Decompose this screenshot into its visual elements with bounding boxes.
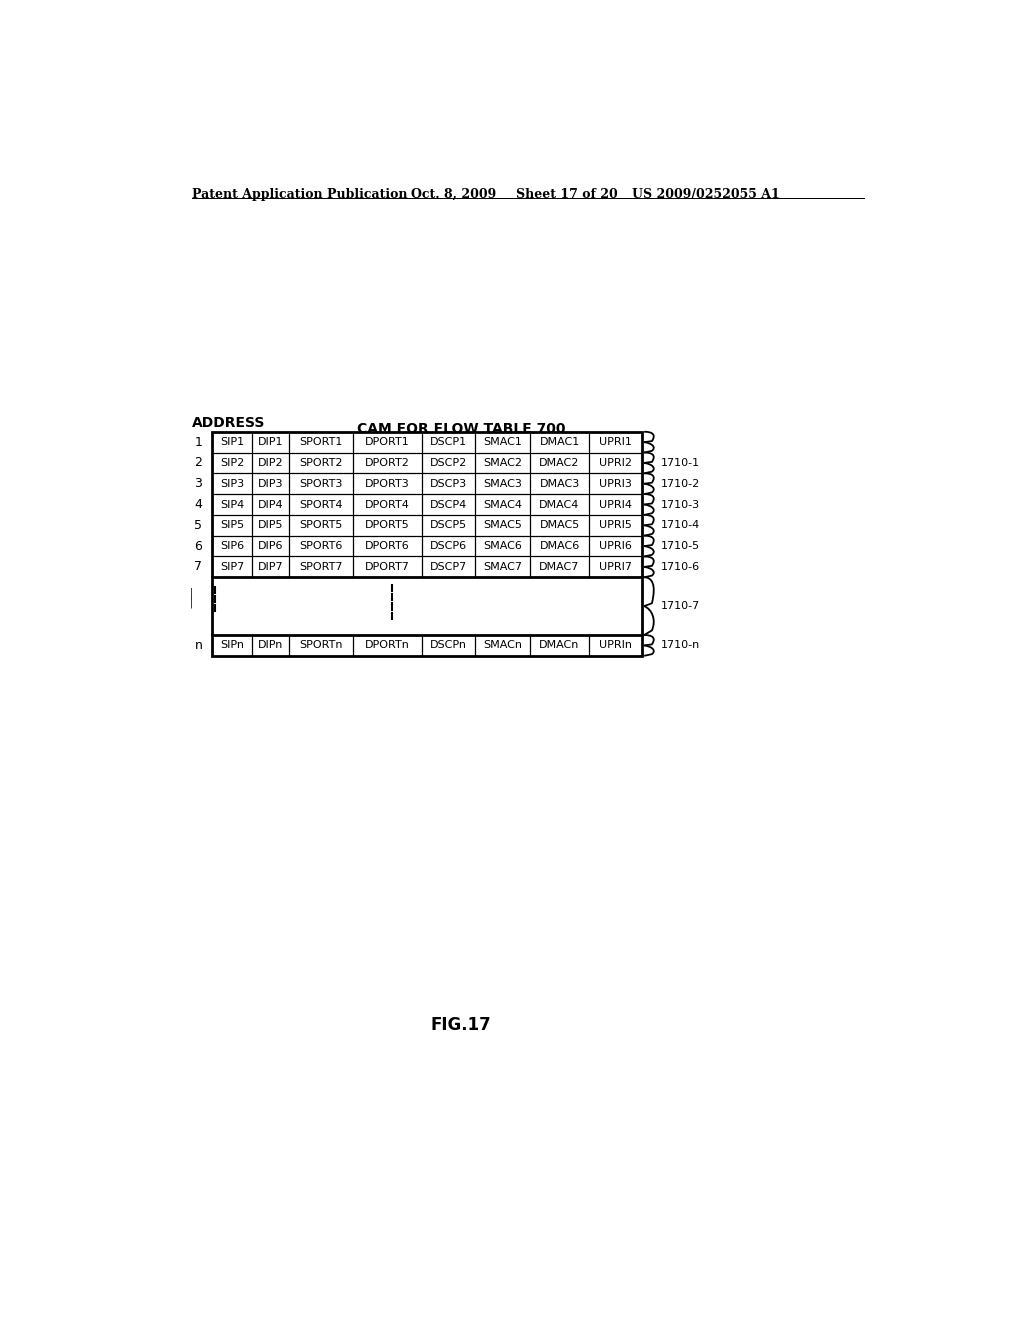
Text: DPORT2: DPORT2 — [365, 458, 410, 467]
Text: SMAC3: SMAC3 — [483, 479, 522, 488]
Text: DIP5: DIP5 — [258, 520, 284, 531]
Text: Sheet 17 of 20: Sheet 17 of 20 — [515, 187, 617, 201]
Text: SPORT1: SPORT1 — [299, 437, 343, 447]
Text: DSCP5: DSCP5 — [430, 520, 467, 531]
Text: DIP7: DIP7 — [258, 562, 284, 572]
Text: SIP5: SIP5 — [220, 520, 244, 531]
Text: SMAC5: SMAC5 — [483, 520, 522, 531]
Text: DPORTn: DPORTn — [365, 640, 410, 651]
Text: DPORT3: DPORT3 — [366, 479, 410, 488]
Text: SIP7: SIP7 — [220, 562, 244, 572]
Text: SMAC7: SMAC7 — [483, 562, 522, 572]
Text: Patent Application Publication: Patent Application Publication — [191, 187, 408, 201]
Text: SPORT7: SPORT7 — [299, 562, 343, 572]
Text: UPRI2: UPRI2 — [599, 458, 632, 467]
Text: DIPn: DIPn — [258, 640, 284, 651]
Text: DMAC5: DMAC5 — [540, 520, 580, 531]
Text: n: n — [195, 639, 203, 652]
Text: 1710-5: 1710-5 — [662, 541, 700, 550]
Text: DPORT4: DPORT4 — [365, 499, 410, 510]
Text: SPORT2: SPORT2 — [299, 458, 343, 467]
Text: SMAC4: SMAC4 — [483, 499, 522, 510]
Text: 1710-n: 1710-n — [662, 640, 700, 651]
Text: DMAC7: DMAC7 — [540, 562, 580, 572]
Text: 3: 3 — [195, 478, 203, 490]
Text: UPRI7: UPRI7 — [599, 562, 632, 572]
Text: 1: 1 — [195, 436, 203, 449]
Text: 6: 6 — [195, 540, 203, 553]
Text: 1710-3: 1710-3 — [662, 499, 700, 510]
Text: UPRIn: UPRIn — [599, 640, 632, 651]
Text: DIP1: DIP1 — [258, 437, 284, 447]
Text: DMAC3: DMAC3 — [540, 479, 580, 488]
Text: DPORT5: DPORT5 — [366, 520, 410, 531]
Text: UPRI6: UPRI6 — [599, 541, 632, 550]
Text: DIP3: DIP3 — [258, 479, 284, 488]
Text: |: | — [189, 598, 194, 607]
Text: SPORT6: SPORT6 — [299, 541, 343, 550]
Text: 1710-4: 1710-4 — [662, 520, 700, 531]
Text: SMAC1: SMAC1 — [483, 437, 522, 447]
Text: CAM FOR FLOW TABLE 700: CAM FOR FLOW TABLE 700 — [357, 422, 565, 436]
Text: DMAC6: DMAC6 — [540, 541, 580, 550]
Text: SMACn: SMACn — [483, 640, 522, 651]
Text: 5: 5 — [195, 519, 203, 532]
Text: SIP2: SIP2 — [220, 458, 244, 467]
Text: DIP2: DIP2 — [258, 458, 284, 467]
Text: FIG.17: FIG.17 — [431, 1015, 492, 1034]
Text: UPRI3: UPRI3 — [599, 479, 632, 488]
Text: 1710-6: 1710-6 — [662, 562, 700, 572]
Text: SIPn: SIPn — [220, 640, 244, 651]
Text: SPORTn: SPORTn — [299, 640, 343, 651]
Text: 4: 4 — [195, 498, 203, 511]
Text: SMAC2: SMAC2 — [483, 458, 522, 467]
Text: DIP6: DIP6 — [258, 541, 284, 550]
Text: SIP1: SIP1 — [220, 437, 244, 447]
Text: 2: 2 — [195, 457, 203, 470]
Text: SPORT5: SPORT5 — [299, 520, 343, 531]
Text: DSCP7: DSCP7 — [430, 562, 467, 572]
Text: DSCP4: DSCP4 — [430, 499, 467, 510]
Text: SPORT4: SPORT4 — [299, 499, 343, 510]
Text: DPORT1: DPORT1 — [366, 437, 410, 447]
Text: DPORT7: DPORT7 — [365, 562, 410, 572]
Text: SPORT3: SPORT3 — [299, 479, 343, 488]
Text: ADDRESS: ADDRESS — [191, 416, 265, 430]
Text: DPORT6: DPORT6 — [366, 541, 410, 550]
Text: |: | — [189, 587, 194, 598]
Text: 7: 7 — [195, 561, 203, 573]
Text: DSCP2: DSCP2 — [430, 458, 467, 467]
Text: DSCPn: DSCPn — [430, 640, 467, 651]
Text: SMAC6: SMAC6 — [483, 541, 522, 550]
Text: DMACn: DMACn — [540, 640, 580, 651]
Text: SIP6: SIP6 — [220, 541, 244, 550]
Text: DMAC4: DMAC4 — [540, 499, 580, 510]
Bar — [212, 635, 642, 656]
Text: UPRI4: UPRI4 — [599, 499, 632, 510]
Text: DMAC2: DMAC2 — [540, 458, 580, 467]
Text: 1710-7: 1710-7 — [662, 601, 700, 611]
Text: Oct. 8, 2009: Oct. 8, 2009 — [411, 187, 496, 201]
Text: DSCP1: DSCP1 — [430, 437, 467, 447]
Text: 1710-1: 1710-1 — [662, 458, 700, 467]
Text: DSCP6: DSCP6 — [430, 541, 467, 550]
Text: UPRI1: UPRI1 — [599, 437, 632, 447]
Text: UPRI5: UPRI5 — [599, 520, 632, 531]
Text: SIP4: SIP4 — [220, 499, 244, 510]
Text: US 2009/0252055 A1: US 2009/0252055 A1 — [632, 187, 779, 201]
Bar — [212, 432, 642, 577]
Text: 1710-2: 1710-2 — [662, 479, 700, 488]
Text: SIP3: SIP3 — [220, 479, 244, 488]
Text: DSCP3: DSCP3 — [430, 479, 467, 488]
Text: DIP4: DIP4 — [258, 499, 284, 510]
Text: DMAC1: DMAC1 — [540, 437, 580, 447]
